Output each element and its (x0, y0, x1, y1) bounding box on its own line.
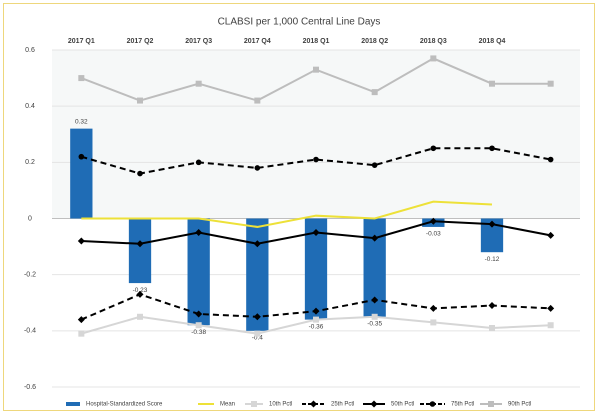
marker (136, 290, 144, 298)
marker (254, 97, 261, 104)
legend-marker (251, 401, 257, 407)
x-tick-label: 2018 Q3 (420, 38, 447, 45)
x-tick-label: 2017 Q3 (185, 38, 212, 45)
legend-marker (429, 401, 436, 407)
legend-marker (370, 400, 378, 408)
x-tick-label: 2017 Q1 (68, 38, 95, 45)
marker (195, 80, 202, 87)
marker (137, 97, 143, 104)
y-tick-label: 0.4 (25, 103, 35, 110)
legend-label: 50th Pctl (391, 402, 414, 408)
bar (363, 218, 386, 317)
marker (489, 80, 495, 87)
x-tick-label: 2018 Q2 (361, 38, 388, 45)
data-label: -0.23 (133, 287, 148, 294)
bar (480, 218, 504, 253)
marker (430, 55, 437, 62)
bar (246, 218, 269, 331)
marker (137, 313, 143, 320)
data-label: -0.35 (367, 321, 382, 328)
marker (313, 66, 319, 73)
marker (430, 319, 437, 326)
marker (489, 145, 495, 152)
data-label: -0.38 (191, 329, 206, 336)
marker (547, 80, 554, 87)
marker (137, 170, 143, 177)
x-tick-label: 2017 Q2 (127, 38, 154, 45)
data-label: -0.36 (309, 323, 324, 330)
y-tick-label: -0.4 (24, 328, 36, 335)
marker (312, 307, 320, 315)
marker (488, 220, 496, 228)
marker (313, 156, 319, 163)
y-tick-label: -0.6 (24, 384, 36, 391)
marker (195, 159, 202, 166)
marker (78, 153, 85, 160)
marker (254, 165, 261, 171)
marker (429, 304, 437, 312)
legend-label: 75th Pctl (451, 402, 474, 408)
y-tick-label: -0.2 (24, 272, 36, 279)
chart-title: CLABSI per 1,000 Central Line Days (218, 17, 381, 28)
marker (313, 316, 319, 323)
marker (547, 156, 554, 163)
data-label: 0.32 (75, 118, 88, 125)
x-tick-label: 2017 Q4 (244, 38, 271, 45)
marker (253, 313, 261, 321)
marker (254, 330, 261, 337)
legend-marker (488, 401, 494, 407)
data-label: -0.03 (426, 231, 441, 238)
marker (78, 330, 85, 337)
marker (547, 322, 554, 329)
marker (195, 310, 203, 318)
marker (371, 296, 379, 304)
legend-marker (310, 400, 317, 408)
data-label: -0.4 (252, 335, 264, 342)
legend-label: 10th Pctl (269, 402, 292, 408)
marker (195, 229, 203, 237)
y-tick-label: 0.2 (25, 159, 35, 166)
marker (547, 304, 555, 312)
marker (77, 316, 85, 324)
marker (371, 234, 379, 242)
bar (304, 218, 328, 320)
marker (371, 313, 378, 320)
marker (489, 325, 495, 332)
marker (312, 229, 320, 237)
bar (128, 218, 152, 284)
series-line (81, 147, 551, 175)
marker (429, 217, 437, 225)
legend-label: 90th Pctl (508, 402, 531, 408)
marker (547, 231, 555, 239)
bar (187, 218, 210, 326)
series-line (81, 200, 493, 228)
legend-swatch (66, 402, 80, 406)
marker (78, 75, 85, 82)
legend-label: 25th Pctl (331, 402, 354, 408)
legend-label: Hospital-Standardized Score (86, 402, 163, 408)
marker (195, 322, 202, 329)
marker (430, 145, 437, 152)
plot-shade (52, 50, 580, 219)
marker (253, 240, 261, 248)
x-tick-label: 2018 Q4 (479, 38, 506, 45)
data-label: -0.12 (485, 256, 500, 263)
x-tick-label: 2018 Q1 (303, 38, 330, 45)
marker (371, 162, 378, 168)
marker (136, 240, 144, 248)
marker (77, 237, 85, 245)
y-tick-label: 0 (28, 215, 32, 222)
marker (371, 89, 378, 96)
y-tick-label: 0.6 (25, 47, 35, 54)
legend-label: Mean (220, 402, 235, 408)
marker (488, 302, 496, 310)
bar (70, 128, 93, 219)
